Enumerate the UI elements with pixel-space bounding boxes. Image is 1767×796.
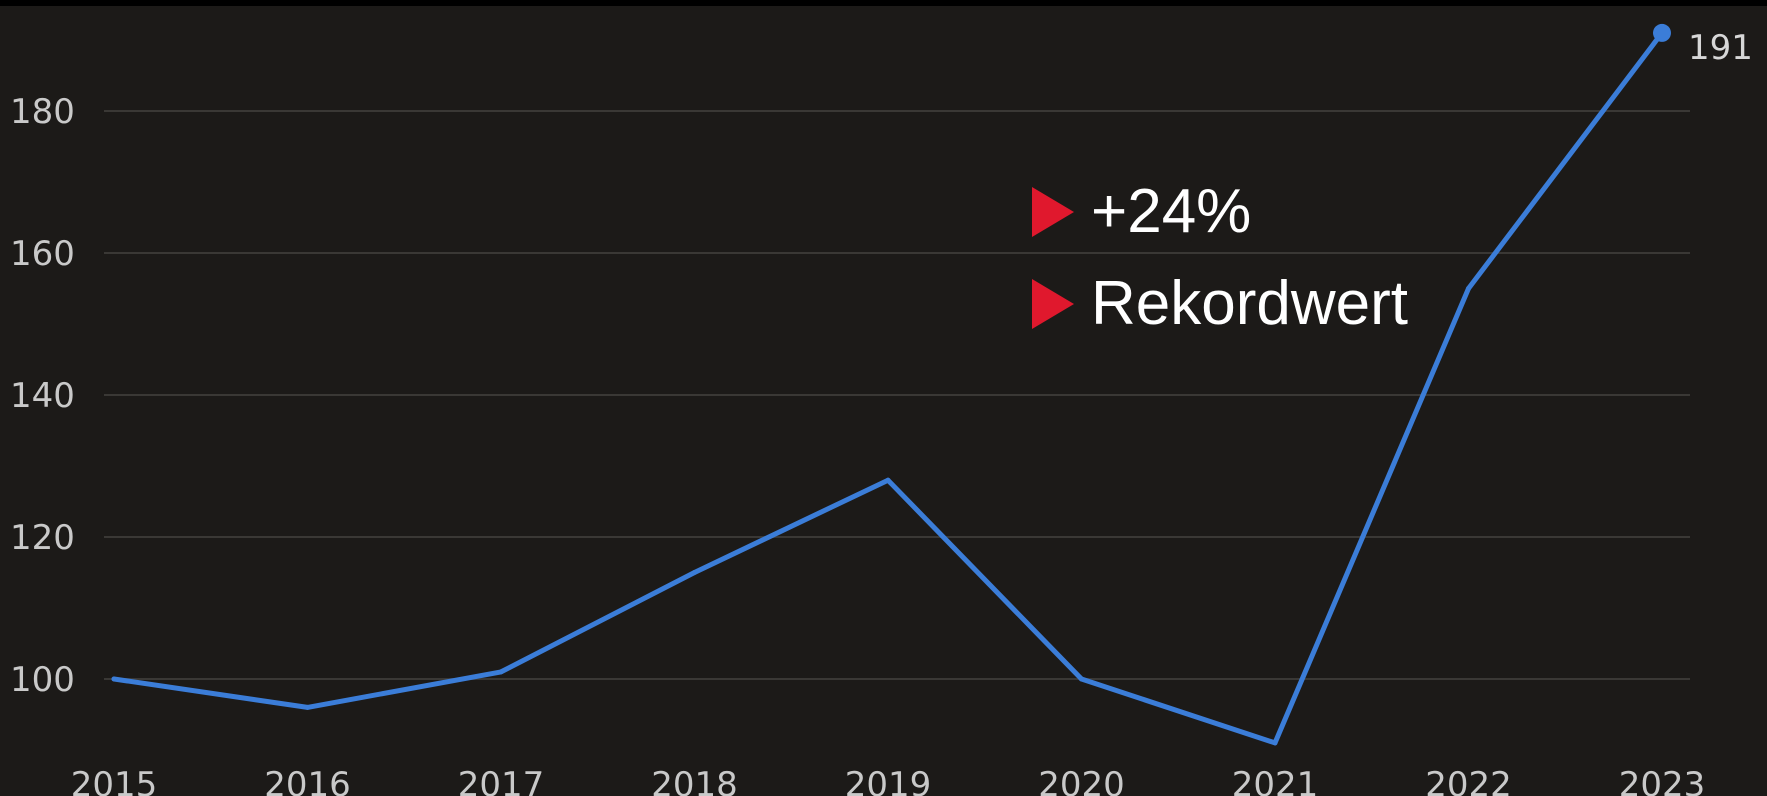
end-point <box>1653 23 1671 42</box>
y-tick-label: 120 <box>10 518 75 558</box>
play-triangle-icon <box>1032 279 1074 329</box>
annotation-record: Rekordwert <box>1032 258 1408 350</box>
data-point <box>305 704 310 710</box>
y-tick-label: 180 <box>10 92 75 132</box>
data-point <box>111 676 117 682</box>
x-tick-label: 2016 <box>264 765 351 796</box>
x-tick-label: 2019 <box>845 765 932 796</box>
y-tick-label: 140 <box>10 376 75 416</box>
annotation-change: +24% <box>1032 166 1408 258</box>
x-tick-label: 2023 <box>1619 765 1706 796</box>
x-tick-label: 2022 <box>1425 765 1512 796</box>
data-point <box>885 477 891 483</box>
data-labels: 191 <box>1688 28 1753 68</box>
y-tick-label: 100 <box>10 660 75 700</box>
x-tick-label: 2021 <box>1232 765 1319 796</box>
data-point <box>1466 286 1471 291</box>
annotation-box: +24% Rekordwert <box>1032 166 1408 350</box>
x-tick-label: 2020 <box>1038 765 1125 796</box>
data-point <box>1272 740 1278 746</box>
line-chart: 100 120 140 160 180 2015 2016 2017 2018 2019 2020… <box>10 23 1753 796</box>
play-triangle-icon <box>1032 187 1074 237</box>
data-point <box>692 570 697 575</box>
annotation-text-record: Rekordwert <box>1091 269 1408 338</box>
x-tick-label: 2018 <box>651 765 738 796</box>
data-point <box>498 669 504 675</box>
end-value-label: 191 <box>1688 28 1753 68</box>
y-axis-ticks: 100 120 140 160 180 <box>10 92 75 700</box>
x-tick-label: 2015 <box>71 765 158 796</box>
gridlines <box>104 110 1690 680</box>
series-layer <box>111 23 1671 746</box>
series-line <box>111 30 1665 746</box>
annotation-text-change: +24% <box>1091 177 1252 246</box>
y-tick-label: 160 <box>10 234 75 274</box>
data-point <box>1079 676 1084 682</box>
x-tick-label: 2017 <box>458 765 545 796</box>
x-axis-ticks: 2015 2016 2017 2018 2019 2020 2021 2022 2023 <box>71 765 1706 796</box>
